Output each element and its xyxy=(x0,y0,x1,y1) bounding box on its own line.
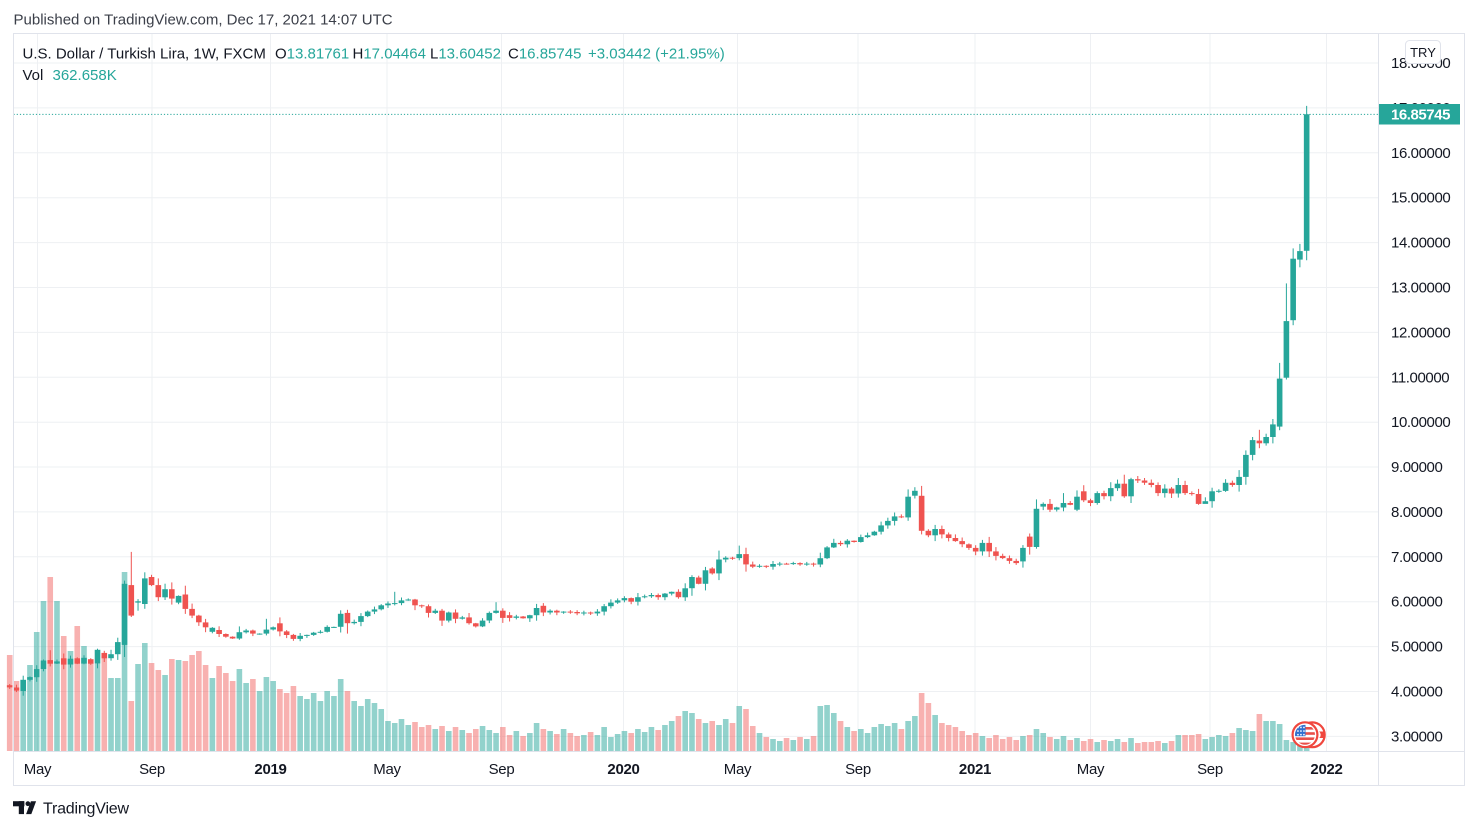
svg-text:TradingView: TradingView xyxy=(43,801,129,818)
svg-text:U.S. Dollar / Turkish Lira, 1W: U.S. Dollar / Turkish Lira, 1W, FXCM O13.… xyxy=(23,46,725,63)
svg-text:9.00000: 9.00000 xyxy=(1391,459,1442,476)
svg-text:8.00000: 8.00000 xyxy=(1391,504,1442,521)
svg-text:2019: 2019 xyxy=(254,761,286,778)
svg-text:7.00000: 7.00000 xyxy=(1391,549,1442,566)
svg-text:5.00000: 5.00000 xyxy=(1391,639,1442,656)
svg-text:3.00000: 3.00000 xyxy=(1391,728,1442,745)
svg-text:6.00000: 6.00000 xyxy=(1391,594,1442,611)
svg-text:13.00000: 13.00000 xyxy=(1391,280,1450,297)
svg-text:2022: 2022 xyxy=(1310,761,1342,778)
svg-text:10.00000: 10.00000 xyxy=(1391,414,1450,431)
svg-text:May: May xyxy=(24,761,52,778)
svg-text:2021: 2021 xyxy=(959,761,991,778)
svg-text:Sep: Sep xyxy=(1197,761,1223,778)
svg-text:May: May xyxy=(373,761,401,778)
svg-text:16.00000: 16.00000 xyxy=(1391,145,1450,162)
svg-text:14.00000: 14.00000 xyxy=(1391,235,1450,252)
svg-text:16.85745: 16.85745 xyxy=(1391,106,1450,123)
svg-text:15.00000: 15.00000 xyxy=(1391,190,1450,207)
svg-text:TRY: TRY xyxy=(1410,45,1436,60)
svg-text:Published on TradingView.com,: Published on TradingView.com, Dec 17, 20… xyxy=(14,12,393,29)
svg-text:Sep: Sep xyxy=(489,761,515,778)
svg-text:11.00000: 11.00000 xyxy=(1391,369,1449,386)
svg-text:Sep: Sep xyxy=(139,761,165,778)
svg-text:May: May xyxy=(724,761,752,778)
svg-text:May: May xyxy=(1077,761,1105,778)
svg-text:4.00000: 4.00000 xyxy=(1391,684,1442,701)
svg-text:Vol 362.658K: Vol 362.658K xyxy=(23,67,117,84)
svg-text:Sep: Sep xyxy=(845,761,871,778)
svg-text:2020: 2020 xyxy=(607,761,639,778)
svg-text:12.00000: 12.00000 xyxy=(1391,324,1450,341)
